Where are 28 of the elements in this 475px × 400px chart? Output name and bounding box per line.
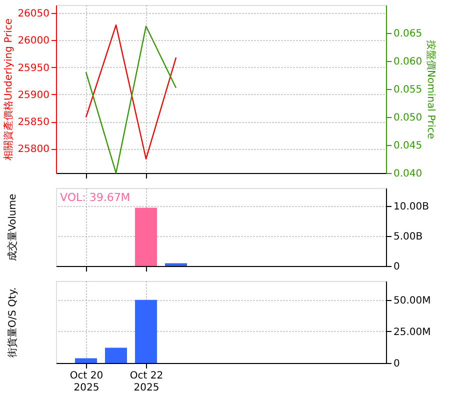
annotation: VOL: 39.67M [60,191,130,204]
bar [105,348,127,363]
y-tick-label: 25800 [18,144,50,156]
y-tick-label: 25900 [18,90,50,101]
x-tick-label: Oct 22 2025 [130,370,164,394]
y2-tick-label: 0.065 [394,28,422,40]
y2-tick-label: 0.060 [394,56,422,68]
y-axis-title: 相關資產價格Underlying Price [2,18,15,161]
y-tick-label: 10.00B [394,202,430,212]
y-tick-label: 25950 [18,62,50,74]
y-tick-label: 50.00M [394,295,431,306]
y-tick-label: 5.00B [394,232,423,242]
bar [135,300,157,363]
y-tick-label: 0 [394,358,400,370]
y2-tick-label: 0.045 [394,140,422,152]
y-axis-title: 街貨量O/S Qty. [6,287,18,358]
y-tick-label: 0 [394,262,400,272]
y-tick-label: 26000 [18,36,50,47]
y2-tick-label: 0.050 [394,112,422,124]
y-tick-label: 25.00M [394,326,431,338]
x-tick-label: Oct 20 2025 [70,370,104,394]
y2-axis-title: 按盤價Nominal Price [425,40,438,139]
y2-tick-label: 0.040 [394,168,422,180]
y-tick-label: 26050 [18,8,50,20]
y2-tick-label: 0.055 [394,84,422,96]
y-axis-title: 成交量Volume [6,194,18,262]
y-tick-label: 25850 [18,117,50,128]
bar [75,358,97,363]
